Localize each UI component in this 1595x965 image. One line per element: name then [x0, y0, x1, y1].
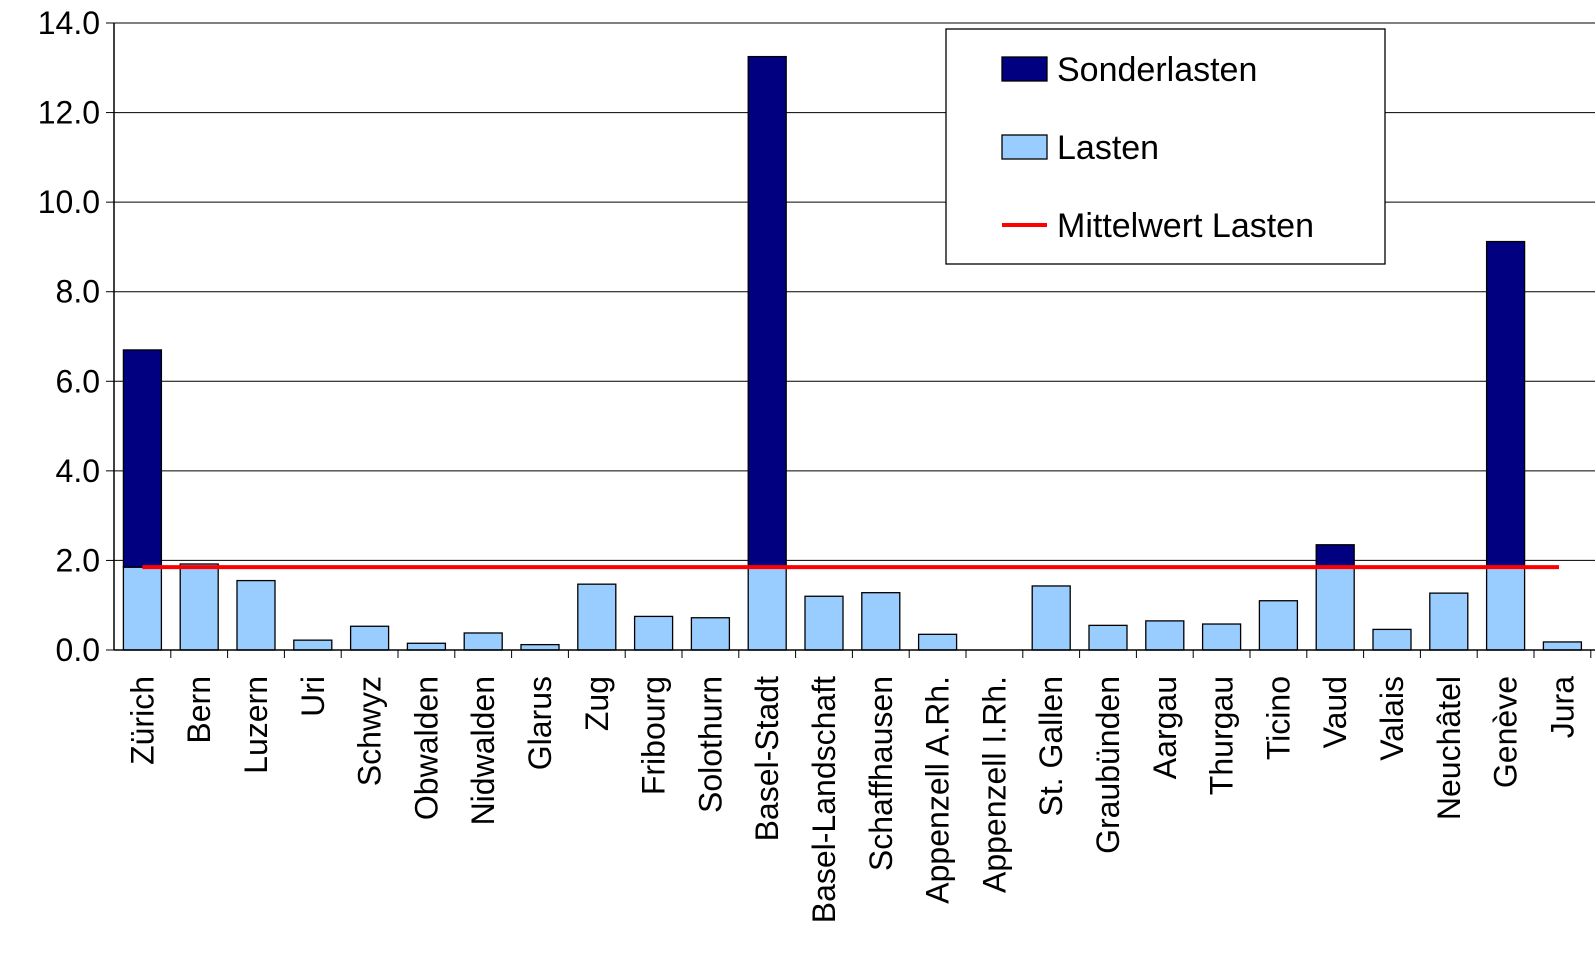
bar-lasten [1429, 592, 1469, 651]
legend: Sonderlasten Lasten Mittelwert Lasten [945, 28, 1386, 265]
legend-label: Sonderlasten [1057, 51, 1257, 89]
bars [122, 55, 1583, 651]
category-label: Appenzell I.Rh. [976, 676, 1012, 893]
category-label: Appenzell A.Rh. [920, 676, 956, 904]
category-label: Aargau [1147, 676, 1183, 779]
category-label: Neuchâtel [1431, 676, 1467, 820]
y-tick-label: 8.0 [56, 274, 100, 310]
category-label: Zürich [124, 676, 160, 765]
bar-lasten [577, 583, 617, 651]
category-label: St. Gallen [1033, 676, 1069, 817]
bar-lasten [690, 617, 731, 651]
bar-lasten [1088, 624, 1128, 651]
y-tick-label: 14.0 [38, 5, 100, 41]
bar-lasten [804, 595, 844, 651]
y-tick-label: 4.0 [56, 453, 100, 489]
legend-label: Mittelwert Lasten [1057, 207, 1314, 245]
axes: 0.0 2.0 4.0 6.0 8.0 10.0 12.0 14.0 Zürich Bern Luz… [38, 5, 1595, 923]
bar-sonderlasten [1485, 240, 1526, 568]
bar-lasten [406, 642, 447, 651]
bar-lasten [1201, 623, 1242, 651]
legend-swatch [1001, 134, 1048, 160]
y-tick-label: 12.0 [38, 95, 100, 131]
bar-lasten [179, 563, 219, 651]
y-tick-label: 0.0 [56, 632, 100, 668]
bar-lasten [1485, 566, 1526, 651]
bar-lasten [463, 632, 503, 651]
bar-lasten [861, 592, 901, 651]
category-label: Graubünden [1090, 676, 1126, 854]
bar-lasten [747, 566, 787, 651]
bar-lasten [1542, 641, 1583, 651]
category-label: Nidwalden [465, 676, 501, 825]
bar-lasten [1145, 620, 1185, 651]
category-label: Zug [579, 676, 615, 731]
category-label: Schwyz [352, 676, 388, 786]
category-label: Fribourg [636, 676, 672, 795]
bar-lasten [122, 566, 163, 651]
bar-lasten [1031, 585, 1071, 651]
bar-lasten [293, 639, 333, 651]
category-label: Obwalden [408, 676, 444, 820]
bar-lasten [1315, 566, 1355, 651]
grid-lines [114, 22, 1595, 651]
bar-lasten [1258, 600, 1299, 651]
category-label: Ticino [1260, 676, 1296, 760]
bar-lasten [520, 643, 560, 651]
category-label: Genève [1488, 676, 1524, 788]
y-tick-label: 6.0 [56, 363, 100, 399]
legend-swatch [1001, 56, 1048, 82]
y-tick-label: 2.0 [56, 542, 100, 578]
category-label: Basel-Stadt [749, 676, 785, 842]
bar-lasten [633, 615, 674, 651]
bar-sonderlasten [747, 55, 787, 568]
category-label: Solothurn [692, 676, 728, 813]
bar-lasten [349, 625, 390, 651]
category-label: Schaffhausen [863, 676, 899, 871]
bar-sonderlasten [1315, 544, 1355, 568]
category-label: Jura [1544, 676, 1580, 738]
category-label: Basel-Landschaft [806, 676, 842, 923]
category-label: Thurgau [1204, 676, 1240, 795]
category-label: Uri [295, 676, 331, 717]
bar-sonderlasten [122, 349, 163, 568]
category-label: Bern [181, 676, 217, 744]
bar-lasten [236, 579, 276, 651]
bar-lasten [917, 633, 958, 651]
bar-lasten [1372, 628, 1412, 651]
y-tick-label: 10.0 [38, 184, 100, 220]
category-label: Luzern [238, 676, 274, 774]
category-label: Valais [1374, 676, 1410, 761]
category-label: Glarus [522, 676, 558, 770]
category-label: Vaud [1317, 676, 1353, 748]
legend-label: Lasten [1057, 129, 1159, 167]
